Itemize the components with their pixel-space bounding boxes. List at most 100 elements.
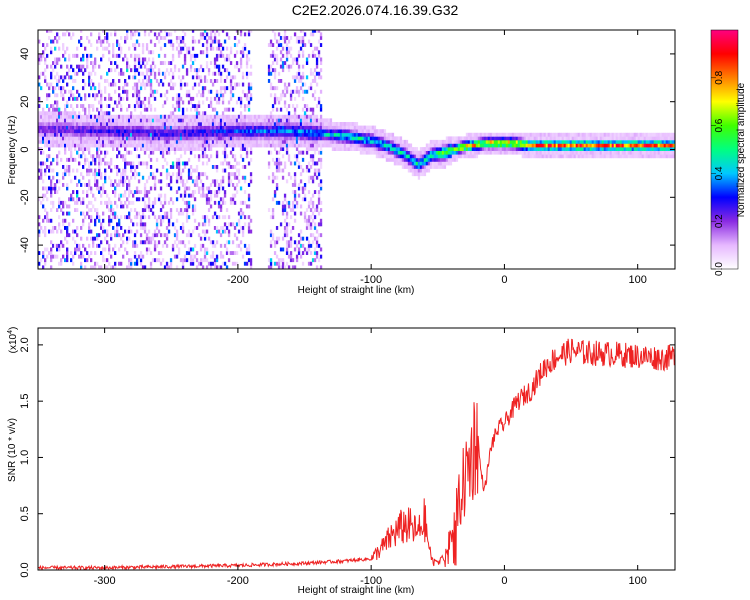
heatmap-cell [122,139,125,144]
heatmap-cell [147,100,151,105]
heatmap-cell [147,125,151,130]
heatmap-cell [56,208,59,212]
heatmap-cell [179,139,183,144]
heatmap-cell [331,122,335,126]
heatmap-cell [133,165,137,169]
heatmap-cell [145,161,149,166]
heatmap-cell [263,125,267,130]
heatmap-cell [291,265,295,269]
heatmap-cell [273,75,277,80]
heatmap-cell [149,89,153,94]
heatmap-cell [307,129,311,134]
heatmap-cell [603,150,606,155]
heatmap-cell [603,132,606,137]
heatmap-cell [611,136,614,141]
heatmap-cell [72,157,75,162]
heatmap-cell [72,197,75,202]
heatmap-cell [277,136,281,141]
heatmap-cell [82,175,85,180]
heatmap-cell [435,165,439,169]
heatmap-cell [615,147,618,151]
heatmap-cell [62,129,65,134]
heatmap-cell [343,122,347,126]
heatmap-cell [311,79,315,83]
heatmap-cell [147,79,151,83]
heatmap-cell [571,154,574,159]
heatmap-cell [128,129,131,134]
heatmap-cell [82,197,85,202]
heatmap-cell [82,64,85,69]
heatmap-cell [108,114,111,119]
heatmap-cell [132,93,135,98]
heatmap-cell [321,143,325,148]
heatmap-cell [287,154,291,159]
heatmap-cell [209,154,213,159]
heatmap-cell [143,200,147,205]
heatmap-cell [147,114,151,119]
heatmap-cell [187,240,191,245]
heatmap-cell [173,129,177,134]
heatmap-cell [275,226,279,230]
heatmap-cell [625,136,628,141]
heatmap-cell [273,147,277,151]
heatmap-cell [50,75,53,80]
heatmap-cell [193,226,197,230]
heatmap-cell [116,118,119,123]
heatmap-cell [309,129,313,134]
heatmap-cell [114,186,117,191]
heatmap-cell [50,132,53,137]
heatmap-cell [60,243,63,248]
heatmap-cell [80,265,83,269]
heatmap-cell [319,118,323,123]
heatmap-cell [267,150,271,155]
heatmap-cell [80,139,83,144]
heatmap-cell [70,89,73,94]
heatmap-cell [175,36,179,40]
heatmap-cell [169,139,173,144]
heatmap-cell [353,129,357,134]
heatmap-cell [52,61,55,65]
heatmap-cell [223,114,227,119]
heatmap-cell [281,129,285,134]
heatmap-cell [179,129,183,134]
heatmap-cell [44,132,47,137]
heatmap-cell [217,46,221,51]
heatmap-cell [92,236,95,241]
heatmap-cell [223,107,227,112]
heatmap-cell [133,114,137,119]
heatmap-cell [295,243,299,248]
heatmap-cell [271,53,275,58]
heatmap-cell [191,136,195,141]
heatmap-cell [179,132,183,137]
heatmap-cell [149,129,153,134]
heatmap-cell [181,197,185,202]
heatmap-cell [189,165,193,169]
heatmap-cell [137,179,141,184]
heatmap-cell [44,143,47,148]
heatmap-cell [197,122,201,126]
heatmap-cell [317,193,321,198]
heatmap-cell [225,132,229,137]
heatmap-cell [50,179,53,184]
heatmap-cell [463,136,467,141]
heatmap-cell [559,150,562,155]
heatmap-cell [277,118,281,123]
heatmap-cell [575,136,578,141]
heatmap-cell [165,132,169,137]
heatmap-cell [527,136,530,141]
heatmap-cell [315,229,319,234]
heatmap-cell [177,122,181,126]
heatmap-cell [207,68,211,73]
heatmap-cell [100,157,103,162]
heatmap-cell [471,154,475,159]
heatmap-cell [110,118,113,123]
heatmap-cell [379,147,383,151]
heatmap-cell [141,57,145,62]
heatmap-cell [66,204,69,209]
heatmap-cell [167,118,171,123]
heatmap-cell [78,143,81,148]
heatmap-cell [217,186,221,191]
heatmap-cell [349,136,353,141]
heatmap-cell [201,172,205,177]
heatmap-cell [615,150,618,155]
